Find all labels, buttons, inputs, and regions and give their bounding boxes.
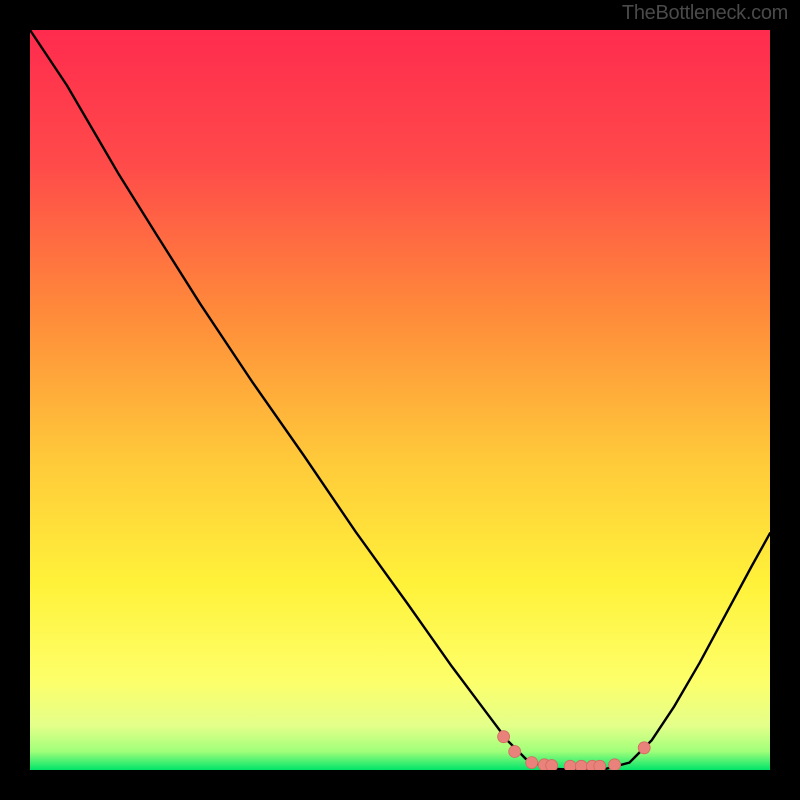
marker-point (609, 759, 621, 770)
marker-point (498, 731, 510, 743)
marker-point (564, 760, 576, 770)
marker-point (526, 757, 538, 769)
chart-container: TheBottleneck.com (0, 0, 800, 800)
chart-svg (30, 30, 770, 770)
plot-area (30, 30, 770, 770)
marker-point (575, 760, 587, 770)
marker-point (638, 742, 650, 754)
gradient-background (30, 30, 770, 770)
marker-point (546, 760, 558, 770)
attribution-label: TheBottleneck.com (622, 2, 788, 25)
marker-point (594, 760, 606, 770)
marker-point (509, 746, 521, 758)
